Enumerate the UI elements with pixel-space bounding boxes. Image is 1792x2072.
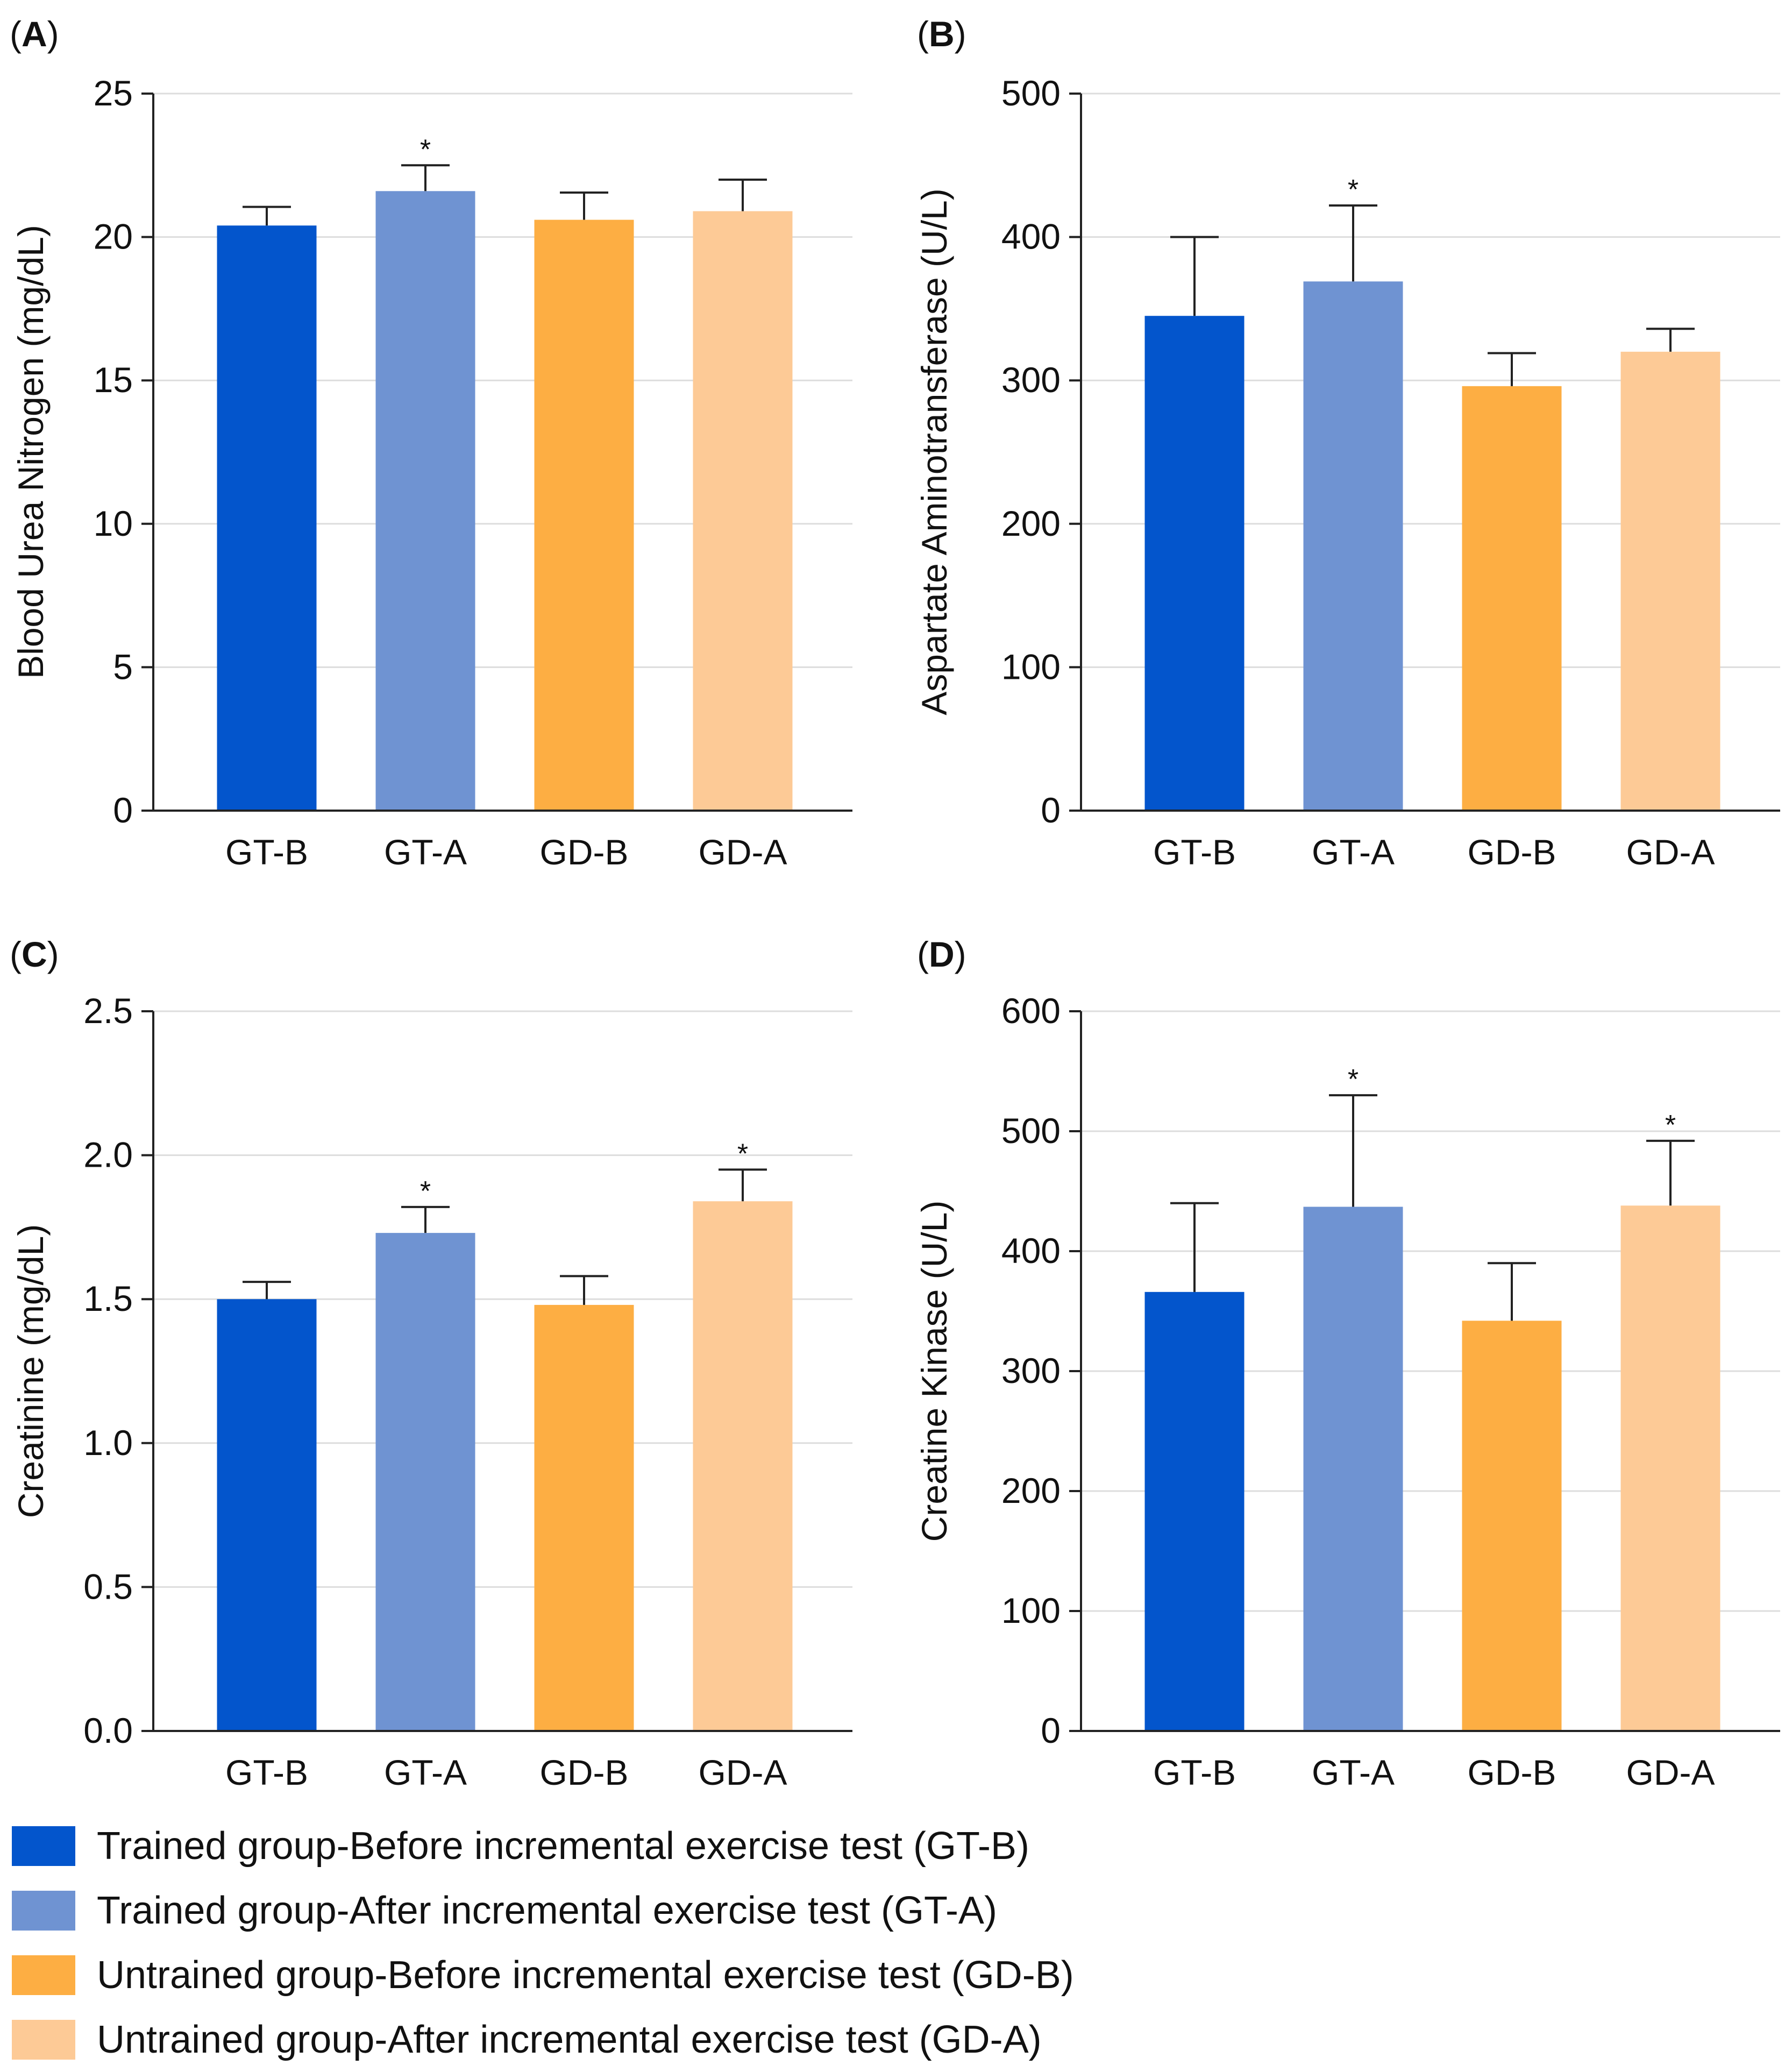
panel-a-letter: (A) <box>10 14 59 54</box>
panel-d-significance-marker-gd-a: * <box>1665 1110 1676 1141</box>
panel-a-x-label-gd-a: GD-A <box>699 832 787 872</box>
panel-b-y-tick-label: 400 <box>1001 217 1061 257</box>
panel-c-significance-marker-gd-a: * <box>737 1138 748 1169</box>
panel-a-bar-gt-a <box>375 191 475 811</box>
panel-d-y-tick-label: 600 <box>1001 991 1061 1031</box>
panel-d-bar-gt-b <box>1144 1292 1245 1731</box>
legend-label-gt-b: Trained group-Before incremental exercis… <box>97 1825 1030 1868</box>
legend-item-gd-a: Untrained group-After incremental exerci… <box>12 2007 1733 2072</box>
legend-swatch-gt-a <box>12 1891 75 1931</box>
panel-b-x-label-gd-b: GD-B <box>1468 832 1556 872</box>
panel-a-y-tick-label: 5 <box>113 647 133 686</box>
panel-d-y-tick-label: 0 <box>1041 1711 1061 1750</box>
panel-d-x-label-gt-a: GT-A <box>1312 1752 1395 1792</box>
panel-a-y-axis-label: Blood Urea Nitrogen (mg/dL) <box>11 225 51 679</box>
panel-b-x-label-gt-b: GT-B <box>1153 832 1236 872</box>
panel-a-y-tick-label: 0 <box>113 790 133 830</box>
panel-d-y-tick-label: 200 <box>1001 1471 1061 1510</box>
legend: Trained group-Before incremental exercis… <box>12 1814 1733 2072</box>
panel-d-y-tick-label: 500 <box>1001 1111 1061 1151</box>
panel-b-y-axis-label: Aspartate Aminotransferase (U/L) <box>914 188 954 715</box>
panel-d-x-label-gd-b: GD-B <box>1468 1752 1556 1792</box>
panel-b-letter: (B) <box>917 14 966 54</box>
legend-swatch-gt-b <box>12 1826 75 1866</box>
panel-b-bar-gd-a <box>1620 351 1720 811</box>
panel-d-bar-gd-b <box>1462 1321 1562 1731</box>
panel-a-bar-gd-b <box>534 219 634 811</box>
panel-a-y-tick-label: 25 <box>94 73 133 113</box>
panel-c-x-label-gt-b: GT-B <box>225 1752 308 1792</box>
panel-a-y-tick-label: 20 <box>94 217 133 257</box>
panel-d-x-label-gd-a: GD-A <box>1626 1752 1715 1792</box>
panel-d-y-axis-label: Creatine Kinase (U/L) <box>914 1201 954 1542</box>
panel-b-y-tick-label: 100 <box>1001 647 1061 686</box>
panel-c-y-tick-label: 2.0 <box>83 1135 133 1175</box>
panel-a-x-label-gt-a: GT-A <box>384 832 467 872</box>
panel-b-significance-marker-gt-a: * <box>1348 174 1359 205</box>
panel-b-x-label-gd-a: GD-A <box>1626 832 1715 872</box>
legend-item-gt-a: Trained group-After incremental exercise… <box>12 1878 1733 1943</box>
panel-c-bar-gd-b <box>534 1304 634 1731</box>
panel-c-y-tick-label: 0.0 <box>83 1711 133 1750</box>
panel-d-x-label-gt-b: GT-B <box>1153 1752 1236 1792</box>
legend-swatch-gd-a <box>12 2020 75 2060</box>
panel-d-bar-gd-a <box>1620 1205 1720 1731</box>
legend-label-gd-b: Untrained group-Before incremental exerc… <box>97 1954 1074 1997</box>
panel-c-y-tick-label: 2.5 <box>83 991 133 1031</box>
legend-label-gt-a: Trained group-After incremental exercise… <box>97 1889 997 1932</box>
panel-c-x-label-gd-b: GD-B <box>540 1752 629 1792</box>
panel-d-y-tick-label: 300 <box>1001 1351 1061 1390</box>
panel-b-y-tick-label: 200 <box>1001 503 1061 543</box>
panel-d-bar-gt-a <box>1303 1207 1403 1731</box>
panel-c-letter: (C) <box>10 934 59 974</box>
panel-b-x-label-gt-a: GT-A <box>1312 832 1395 872</box>
panel-a-x-label-gd-b: GD-B <box>540 832 629 872</box>
panel-b-y-tick-label: 500 <box>1001 73 1061 113</box>
legend-item-gt-b: Trained group-Before incremental exercis… <box>12 1814 1733 1878</box>
panel-a-y-tick-label: 10 <box>94 503 133 543</box>
panel-d-y-tick-label: 400 <box>1001 1231 1061 1271</box>
panel-c-significance-marker-gt-a: * <box>420 1176 431 1207</box>
panel-a-bar-gd-a <box>693 211 793 811</box>
legend-label-gd-a: Untrained group-After incremental exerci… <box>97 2018 1042 2061</box>
panel-b-bar-gd-b <box>1462 386 1562 811</box>
panel-c-x-label-gd-a: GD-A <box>699 1752 787 1792</box>
panel-c-y-tick-label: 1.5 <box>83 1279 133 1318</box>
panel-d-significance-marker-gt-a: * <box>1348 1064 1359 1095</box>
panel-c-y-tick-label: 1.0 <box>83 1423 133 1463</box>
panel-d-y-tick-label: 100 <box>1001 1591 1061 1630</box>
panel-a-x-label-gt-b: GT-B <box>225 832 308 872</box>
legend-swatch-gd-b <box>12 1955 75 1995</box>
panel-a-significance-marker-gt-a: * <box>420 134 431 165</box>
legend-item-gd-b: Untrained group-Before incremental exerc… <box>12 1943 1733 2007</box>
panel-c-bar-gd-a <box>693 1201 793 1731</box>
panel-a-bar-gt-b <box>217 225 317 811</box>
panel-c-y-axis-label: Creatinine (mg/dL) <box>11 1224 51 1518</box>
panel-b-bar-gt-b <box>1144 316 1245 811</box>
panel-b-y-tick-label: 0 <box>1041 790 1061 830</box>
panel-c-x-label-gt-a: GT-A <box>384 1752 467 1792</box>
panel-b-bar-gt-a <box>1303 281 1403 811</box>
panel-a-y-tick-label: 15 <box>94 360 133 400</box>
panel-d-letter: (D) <box>917 934 966 974</box>
panel-c-bar-gt-a <box>375 1233 475 1731</box>
panel-c-y-tick-label: 0.5 <box>83 1566 133 1606</box>
panel-b-y-tick-label: 300 <box>1001 360 1061 400</box>
panel-c-bar-gt-b <box>217 1299 317 1731</box>
